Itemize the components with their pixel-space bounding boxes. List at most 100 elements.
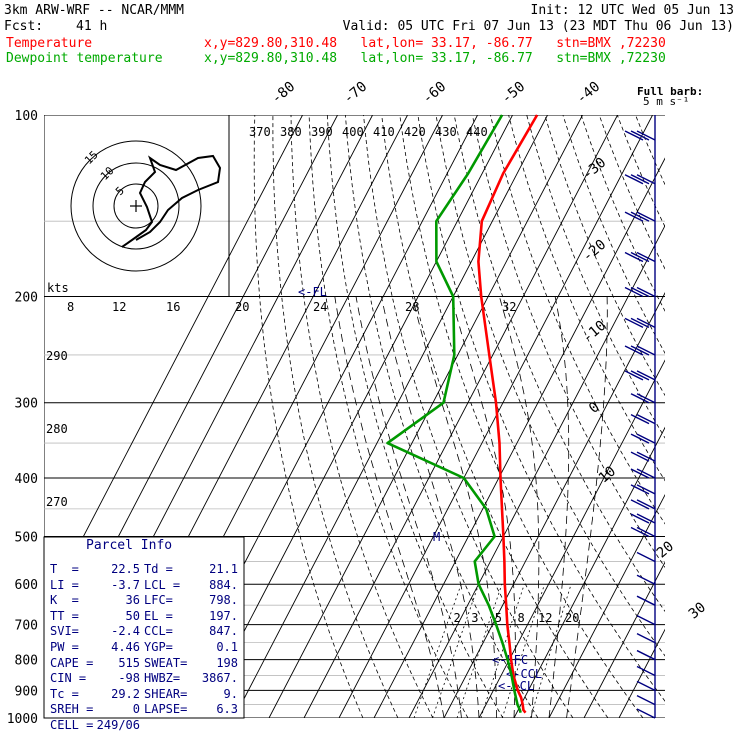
parcel-row-value: 884.	[209, 577, 238, 592]
wind-barb-flag	[636, 513, 656, 524]
hodograph-ring	[113, 183, 159, 229]
mixing-ratio-label: 8	[518, 611, 525, 625]
wind-barb-flag	[630, 468, 650, 479]
parcel-row-label: YGP=	[144, 640, 173, 654]
pressure-tick-label: 900	[15, 684, 38, 699]
dry-adiabat	[290, 115, 434, 718]
wind-barb-flag	[636, 130, 656, 141]
fcst-label: Fcst:	[4, 19, 44, 34]
pressure-tick-label: 100	[15, 109, 38, 124]
pressure-tick-label: 200	[15, 291, 38, 306]
wind-barb-flag	[630, 345, 650, 356]
isotherm-line	[44, 115, 303, 614]
parcel-row-value: 515	[118, 655, 140, 670]
parcel-row-value: 6.3	[216, 702, 238, 717]
wind-barb-flag	[636, 286, 656, 298]
parcel-row-value: -98	[118, 671, 140, 686]
parcel-row-label: LCL =	[144, 577, 181, 592]
pressure-tick-label: 300	[15, 397, 38, 412]
dry-adiabat	[435, 115, 665, 657]
full-barb-label: Full barb:	[637, 85, 703, 98]
moist-adiabat	[450, 296, 516, 718]
isotherm-label: 20	[654, 538, 677, 561]
mixing-ratio-label: 20	[565, 611, 579, 625]
parcel-row-label: HWBZ=	[144, 671, 181, 686]
mixing-ratio-label: 3	[471, 611, 478, 625]
hodograph-ring	[70, 140, 202, 272]
temperature-location: x,y=829.80,310.48 lat,lon= 33.17, -86.77…	[204, 36, 666, 51]
hodograph-speed-label: 16	[166, 300, 180, 314]
wind-barb-flag	[624, 174, 644, 185]
hodograph-speed-label: 8	[67, 300, 74, 314]
moist-adiabat	[381, 296, 480, 718]
isotherm-line	[548, 493, 665, 718]
wind-barb-flag	[630, 433, 650, 444]
dewpoint-profile	[386, 114, 522, 714]
isotherm-line	[233, 115, 548, 718]
parcel-row-label: LAPSE=	[144, 702, 188, 717]
wind-barb-flag	[630, 370, 650, 381]
hodograph-speed-label: 24	[313, 300, 327, 314]
parcel-info-frame	[43, 536, 245, 719]
pressure-tick-label: 400	[15, 472, 38, 487]
parcel-row-value: 0	[132, 702, 140, 717]
isotherm-label: -80	[269, 79, 299, 108]
pressure-tick-label: 1000	[7, 712, 38, 727]
wind-barb-flag	[630, 414, 650, 425]
parcel-row-value: 29.2	[111, 686, 140, 701]
wind-barb-flag	[630, 499, 650, 510]
dry-adiabat	[562, 115, 665, 355]
pressure-tick-label: 700	[15, 619, 38, 634]
parcel-row-value: 22.5	[111, 562, 140, 576]
isotherm-line	[373, 157, 665, 718]
isotherm-line	[618, 628, 665, 718]
isotherm-line	[408, 224, 665, 718]
pressure-tick-label: 600	[15, 578, 38, 593]
parcel-row-value: 50	[125, 608, 140, 623]
wind-barb-flag	[636, 433, 656, 444]
mixing-ratio-line	[456, 584, 503, 718]
wind-barb-flag	[636, 649, 656, 661]
dry-adiabat	[453, 115, 665, 612]
moist-adiabat	[355, 296, 462, 718]
dry-adiabat	[308, 115, 469, 718]
parcel-row-value: 9.	[223, 686, 238, 701]
wind-barb-flag	[636, 468, 656, 479]
hodograph-ring-label: 5	[113, 184, 127, 198]
wind-barb-flag	[636, 633, 656, 644]
wind-barb-flag	[630, 286, 650, 298]
parcel-row-label: T =	[50, 562, 79, 576]
wind-barb-flag	[636, 708, 656, 719]
hodograph-speed-label: 28	[405, 300, 419, 314]
parcel-row-label: Td =	[144, 562, 173, 576]
parcel-row-label: SVI=	[50, 624, 79, 639]
wind-barb-flag	[636, 370, 656, 381]
dry-adiabat	[253, 115, 364, 718]
parcel-row-value: 197.	[209, 608, 238, 623]
wind-barb-flag	[636, 614, 656, 626]
parcel-row-value: 4.46	[111, 640, 140, 654]
wind-barb-flag	[630, 393, 650, 404]
wind-barb-flag	[624, 286, 644, 298]
theta-label: 410	[373, 125, 395, 139]
parcel-row-value: 249/06	[96, 718, 140, 732]
init-time: Init: 12 UTC Wed 05 Jun 13	[530, 3, 735, 18]
wind-barb-flag	[636, 680, 656, 692]
valid-time: Valid: 05 UTC Fri 07 Jun 13 (23 MDT Thu …	[342, 19, 734, 34]
dry-adiabat	[635, 115, 665, 186]
hodograph-trace	[121, 154, 222, 248]
parcel-row-label: LFC=	[144, 593, 173, 608]
parcel-row-value: 847.	[209, 624, 238, 639]
isotherm-label: -20	[580, 237, 610, 266]
wind-barb-flag	[636, 414, 656, 425]
dry-adiabat	[544, 115, 665, 397]
isotherm-line	[583, 561, 665, 718]
isotherm-label: -60	[420, 79, 450, 108]
hodograph-speed-label: 12	[112, 300, 126, 314]
isotherm-label: 30	[686, 599, 709, 622]
dry-adiabat	[399, 115, 644, 718]
wind-barb-flag	[636, 317, 656, 328]
isotherm-line	[303, 115, 618, 718]
wind-barb-flag	[636, 551, 656, 563]
wind-barb-flag	[636, 345, 656, 356]
